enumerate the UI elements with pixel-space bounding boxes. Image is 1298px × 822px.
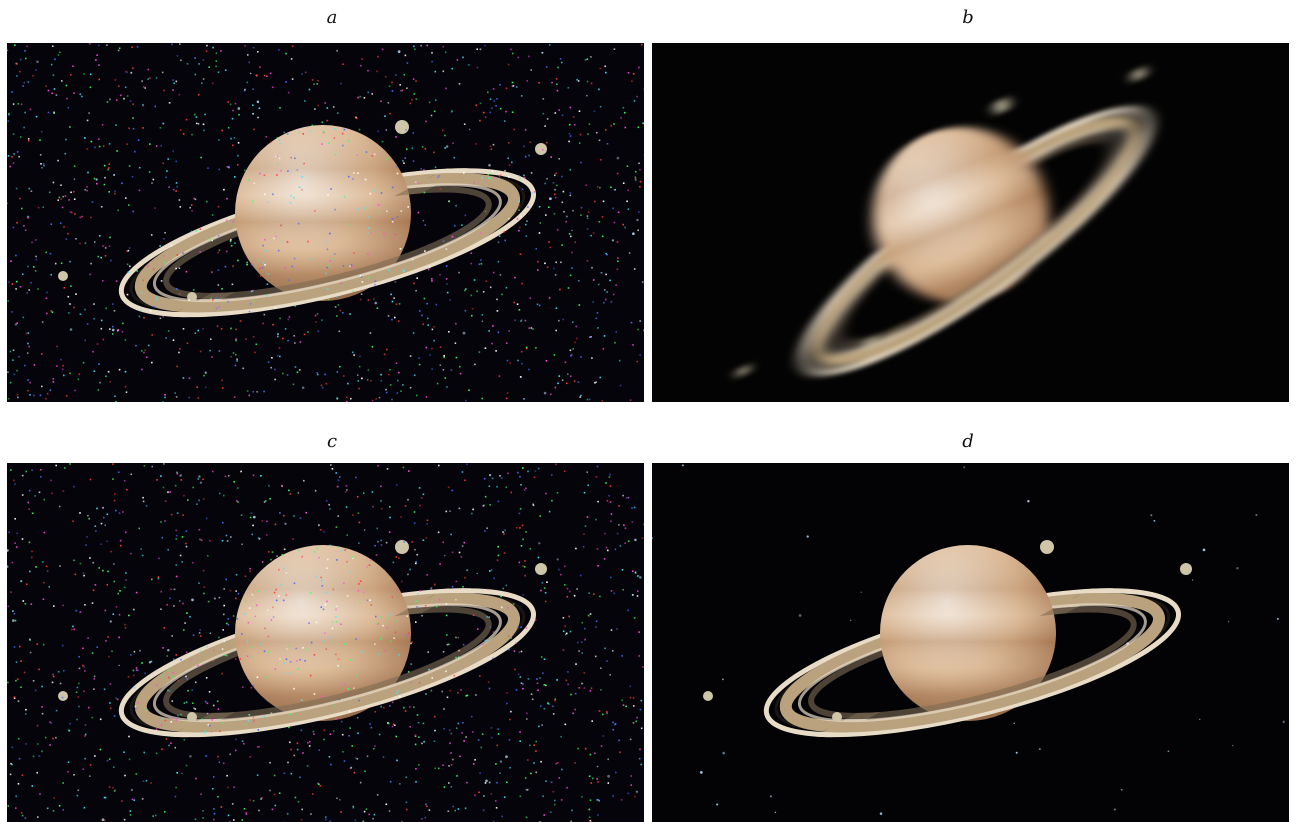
moon-1 [395,540,409,554]
saturn-scene-c [7,463,644,822]
saturn-scene-b [652,43,1289,402]
moon-4 [187,712,197,722]
saturn-scene-d [652,463,1289,822]
saturn-image-c [7,463,644,822]
moon-3 [703,691,713,701]
moon-1 [395,120,409,134]
moon-2 [535,143,547,155]
moon-2 [535,563,547,575]
saturn-image-b [652,43,1289,402]
moon-3 [58,691,68,701]
panel-b-label: b [948,8,988,28]
moon-1 [1040,540,1054,554]
saturn-image-a [7,43,644,402]
saturn-scene-a [7,43,644,402]
panel-a-label: a [312,8,352,28]
moon-2 [1180,563,1192,575]
panel-d-label: d [948,432,988,452]
panel-c-label: c [312,432,352,452]
moon-4 [832,712,842,722]
moon-3 [58,271,68,281]
saturn-image-d [652,463,1289,822]
